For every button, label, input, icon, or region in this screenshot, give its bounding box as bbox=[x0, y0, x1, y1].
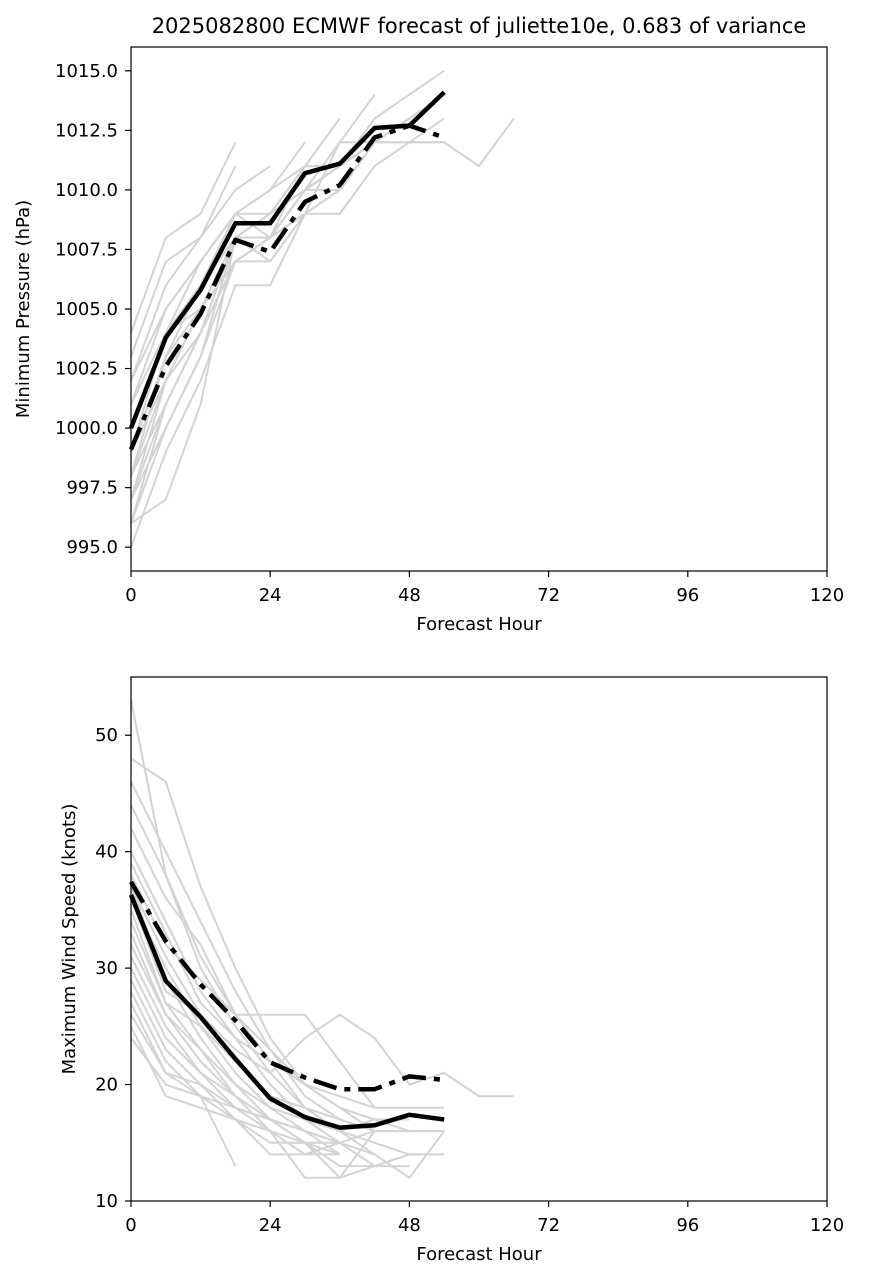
wind-x-tick-label: 48 bbox=[398, 1215, 421, 1236]
pressure-mean-line bbox=[128, 90, 446, 429]
pressure-x-tick-label: 0 bbox=[125, 585, 136, 606]
pressure-y-axis-label: Minimum Pressure (hPa) bbox=[13, 200, 34, 418]
wind-y-tick-label: 10 bbox=[95, 1191, 118, 1212]
pressure-y-tick-label: 1007.5 bbox=[55, 239, 118, 260]
pressure-x-tick-label: 96 bbox=[676, 585, 699, 606]
pressure-y-tick-label: 1015.0 bbox=[55, 61, 118, 82]
wind-ensemble-member-line bbox=[130, 1025, 341, 1156]
pressure-y-tick-label: 1012.5 bbox=[55, 120, 118, 141]
wind-y-tick-label: 20 bbox=[95, 1075, 118, 1096]
pressure-x-tick-label: 48 bbox=[398, 585, 421, 606]
pressure-x-tick-label: 120 bbox=[810, 585, 844, 606]
wind-x-tick-label: 120 bbox=[810, 1215, 844, 1236]
pressure-ensemble-member-line bbox=[130, 117, 515, 477]
wind-x-tick-label: 0 bbox=[125, 1215, 136, 1236]
wind-ensemble-member-line bbox=[130, 1037, 306, 1133]
pressure-deterministic-line bbox=[128, 123, 445, 451]
wind-ensemble-member-line bbox=[130, 827, 376, 1109]
pressure-y-tick-label: 1000.0 bbox=[55, 418, 118, 439]
pressure-x-tick-label: 24 bbox=[259, 585, 282, 606]
pressure-y-tick-label: 1010.0 bbox=[55, 180, 118, 201]
pressure-y-tick-label: 997.5 bbox=[66, 478, 118, 499]
wind-mean-line bbox=[128, 893, 445, 1130]
pressure-plot-frame bbox=[130, 46, 828, 572]
wind-deterministic-line bbox=[129, 880, 445, 1092]
wind-chart: 0 24 48 72 96 120 10 20 30 40 50 Forecast Hour Ma… bbox=[59, 676, 844, 1265]
pressure-y-tick-label: 1002.5 bbox=[55, 359, 118, 380]
wind-x-tick-label: 72 bbox=[537, 1215, 560, 1236]
wind-y-tick-label: 40 bbox=[95, 842, 118, 863]
wind-ensemble-member-line bbox=[130, 851, 410, 1168]
pressure-ensemble-member-line bbox=[130, 93, 445, 453]
wind-ensemble-member-line bbox=[130, 862, 376, 1132]
wind-ensemble-member-line bbox=[130, 757, 445, 1133]
wind-x-axis-label: Forecast Hour bbox=[416, 1244, 542, 1265]
wind-x-tick-label: 96 bbox=[676, 1215, 699, 1236]
wind-y-tick-label: 50 bbox=[95, 725, 118, 746]
pressure-y-tick-label: 995.0 bbox=[66, 537, 118, 558]
wind-x-tick-label: 24 bbox=[259, 1215, 282, 1236]
wind-ensemble-member-line bbox=[130, 1014, 237, 1167]
wind-ensemble-member-line bbox=[130, 990, 375, 1144]
pressure-x-axis-label: Forecast Hour bbox=[416, 614, 542, 635]
wind-ensemble-member-line bbox=[130, 944, 376, 1180]
wind-ensemble-member-line bbox=[130, 700, 445, 1156]
wind-plot-frame bbox=[130, 676, 828, 1202]
wind-y-axis-label: Maximum Wind Speed (knots) bbox=[59, 804, 80, 1075]
pressure-ensemble-member-line bbox=[130, 117, 410, 525]
pressure-ensemble-member-line bbox=[130, 165, 237, 381]
pressure-ensemble-member-line bbox=[130, 237, 237, 500]
pressure-ensemble-member-line bbox=[130, 141, 341, 453]
wind-y-tick-label: 30 bbox=[95, 958, 118, 979]
pressure-ensemble-member-line bbox=[130, 117, 445, 476]
pressure-ensemble-member-line bbox=[130, 141, 445, 548]
pressure-chart: 0 24 48 72 96 120 995.0 997.5 1000.0 1002.5 1005.… bbox=[13, 46, 844, 635]
pressure-ensemble-member-line bbox=[130, 141, 237, 334]
wind-ensemble-member-line bbox=[130, 897, 410, 1133]
pressure-ensemble-member-line bbox=[130, 165, 306, 381]
pressure-y-tick-label: 1005.0 bbox=[55, 299, 118, 320]
chart-title: 2025082800 ECMWF forecast of juliette10e… bbox=[152, 14, 807, 38]
pressure-ensemble-member-line bbox=[130, 93, 445, 500]
pressure-x-tick-label: 72 bbox=[537, 585, 560, 606]
